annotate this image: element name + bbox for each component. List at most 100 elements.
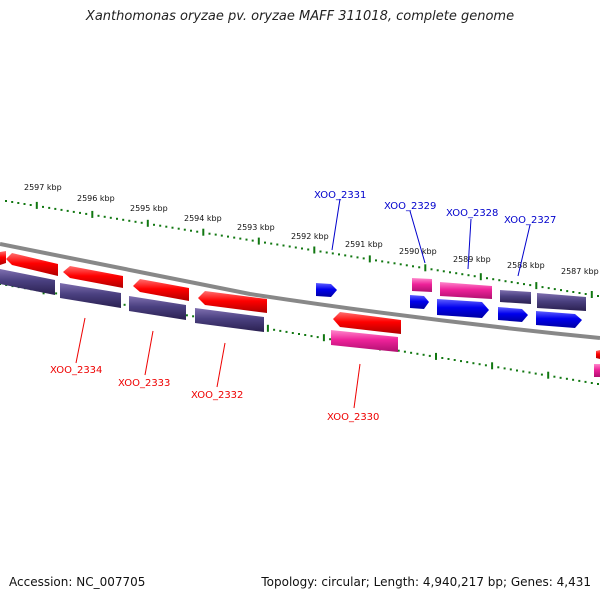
minor-tick [122,218,125,221]
gene-arrow[interactable] [63,266,123,288]
minor-tick [441,357,444,359]
forward-gene-labels [75,317,361,409]
minor-tick [497,366,500,369]
scale-label: 2587 kbp [561,267,599,276]
gene-label-xoo-2329[interactable]: XOO_2329 [384,201,436,212]
major-tick [91,210,94,218]
minor-tick [455,272,458,275]
scale-label: 2588 kbp [507,261,545,270]
minor-tick [399,263,402,266]
major-tick [146,219,149,227]
gene-arrow[interactable] [0,251,6,265]
scale-label: 2591 kbp [345,240,383,249]
leader-line [216,342,226,388]
gene-arrow-xoo-2328[interactable] [440,282,492,299]
minor-tick [140,221,143,224]
minor-tick [553,375,556,378]
minor-tick [185,314,188,317]
minor-tick [529,284,532,287]
minor-tick [134,220,137,223]
ortholog-band [60,283,121,308]
minor-tick [128,219,131,222]
minor-tick [362,257,365,260]
minor-tick [516,282,519,285]
leader-line [144,330,154,376]
gene-arrow[interactable] [410,295,429,309]
gene-arrow[interactable] [536,311,582,328]
gene-label-xoo-2328[interactable]: XOO_2328 [446,208,498,219]
minor-tick [547,287,550,290]
minor-tick [159,224,162,227]
minor-tick [422,353,425,356]
minor-tick [486,277,488,280]
genome-summary-text: Topology: circular; Length: 4,940,217 bp… [261,575,591,589]
minor-tick [418,266,421,269]
minor-tick [356,256,359,259]
major-tick [266,324,269,332]
gene-arrow[interactable] [596,350,600,359]
minor-tick [79,211,81,214]
minor-tick [60,208,63,211]
minor-tick [285,330,288,333]
minor-tick [294,246,297,249]
minor-tick [291,332,294,334]
minor-tick [190,229,192,232]
gene-arrow[interactable] [6,253,58,276]
major-tick [590,291,593,298]
gene-arrow-xoo-2327[interactable] [500,290,531,304]
gene-label-xoo-2334[interactable]: XOO_2334 [50,365,102,376]
gene-label-xoo-2327[interactable]: XOO_2327 [504,215,556,226]
gene-label-xoo-2333[interactable]: XOO_2333 [118,378,170,389]
gene-arrow[interactable] [437,299,489,318]
leader-line [353,363,361,409]
minor-tick [541,286,544,289]
gene-arrow[interactable] [537,293,586,311]
gene-label-xoo-2332[interactable]: XOO_2332 [191,390,243,401]
minor-tick [381,260,384,263]
minor-tick [85,212,88,215]
minor-tick [288,245,291,248]
gene-arrow[interactable] [594,364,600,377]
minor-tick [566,290,569,293]
minor-tick [478,363,481,366]
scale-labels: 2597 kbp 2596 kbp 2595 kbp 2594 kbp 2593… [24,183,599,276]
minor-tick [428,354,431,357]
minor-tick [597,295,599,297]
minor-tick [245,238,248,241]
gene-arrow-xoo-2331[interactable] [316,283,337,297]
minor-tick [29,204,32,206]
major-tick [535,282,538,290]
minor-tick [510,281,513,284]
minor-tick [55,292,58,295]
accession-text: Accession: NC_007705 [9,575,146,589]
gene-arrow[interactable] [498,307,528,322]
minor-tick [410,351,413,354]
minor-tick [584,293,587,295]
scale-label: 2596 kbp [77,194,115,203]
minor-tick [109,216,112,219]
minor-tick [23,203,26,205]
gene-arrow[interactable] [133,279,189,301]
minor-tick [405,264,408,267]
minor-tick [534,372,537,375]
minor-tick [196,230,199,233]
minor-tick [578,292,581,294]
gene-arrow[interactable] [333,312,401,334]
gene-arrow-xoo-2330[interactable] [331,330,398,352]
minor-tick [393,262,396,265]
gene-arrow-xoo-2329[interactable] [412,278,432,292]
minor-tick [447,358,450,360]
minor-tick [233,236,236,239]
minor-tick [307,248,310,251]
minor-tick [436,269,439,272]
minor-tick [472,362,475,365]
minor-tick [177,227,180,230]
gene-label-xoo-2330[interactable]: XOO_2330 [327,412,379,423]
gene-label-xoo-2331[interactable]: XOO_2331 [314,190,366,201]
minor-tick [540,373,543,376]
minor-tick [165,225,168,228]
reverse-gene-labels [331,198,531,277]
minor-tick [498,279,501,282]
minor-tick [466,361,469,364]
gene-arrow[interactable] [198,291,267,313]
